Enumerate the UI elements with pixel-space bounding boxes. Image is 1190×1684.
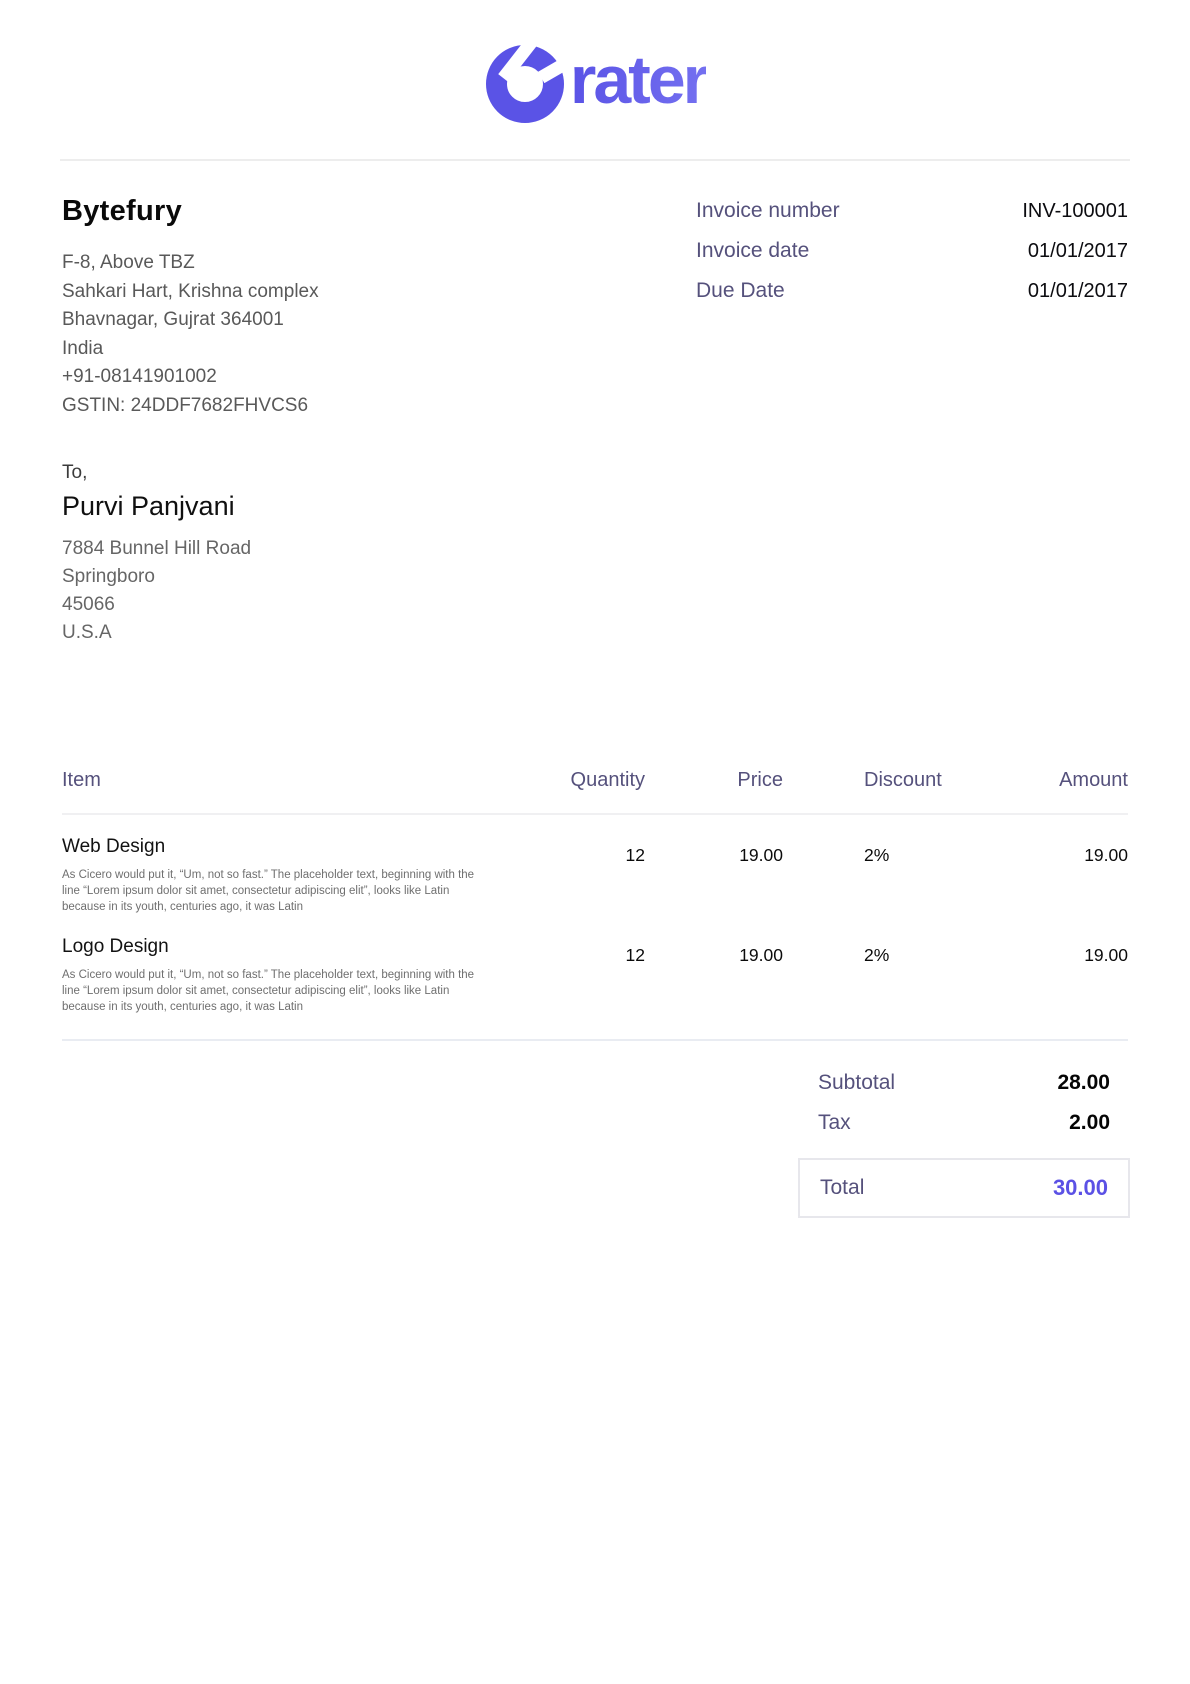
total-box: Total 30.00 [798,1158,1130,1218]
customer-address-line: Springboro [62,566,155,587]
logo-wordmark: rater [569,42,709,118]
header-divider [60,159,1130,161]
subtotal-value: 28.00 [1057,1071,1110,1094]
item-price: 19.00 [739,945,783,965]
invoice-meta-block: Invoice number INV-100001 Invoice date 0… [696,195,1128,420]
company-name: Bytefury [62,195,183,227]
item-amount: 19.00 [1084,945,1128,965]
customer-name: Purvi Panjvani [62,491,235,521]
tax-value: 2.00 [1069,1111,1110,1134]
company-address-line: Bhavnagar, Gujrat 364001 [62,309,284,330]
info-section: Bytefury F-8, Above TBZ Sahkari Hart, Kr… [0,161,1190,420]
item-discount: 2% [864,945,890,965]
item-quantity: 12 [625,945,645,965]
header-item: Item [62,769,101,791]
due-date-label: Due Date [696,279,785,302]
header-discount: Discount [864,769,942,791]
tax-label: Tax [818,1111,851,1134]
table-row: Web Design As Cicero would put it, “Um, … [62,836,1128,915]
item-description: As Cicero would put it, “Um, not so fast… [62,969,475,1013]
total-value: 30.00 [1052,1175,1108,1200]
table-bottom-divider [62,1039,1128,1041]
company-gstin: GSTIN: 24DDF7682FHVCS6 [62,394,309,416]
invoice-number-value: INV-100001 [1022,200,1128,222]
company-phone: +91-08141901002 [62,366,217,387]
company-address: F-8, Above TBZ Sahkari Hart, Krishna com… [62,249,319,420]
item-amount: 19.00 [1084,845,1128,865]
invoice-date-value: 01/01/2017 [1027,240,1128,262]
item-discount: 2% [864,845,890,865]
invoice-date-row: Invoice date 01/01/2017 [696,239,1128,263]
invoice-date-label: Invoice date [696,239,810,262]
item-price: 19.00 [739,845,783,865]
table-row: Logo Design As Cicero would put it, “Um,… [62,936,1128,1015]
item-cell: Logo Design As Cicero would put it, “Um,… [62,936,500,1015]
items-table-header: Item Quantity Price Discount Amount [62,769,1128,815]
crater-c-icon [484,37,572,125]
customer-address: 7884 Bunnel Hill Road Springboro 45066 U… [62,535,1128,647]
crater-logo: rater [484,37,709,125]
bill-to-block: To, Purvi Panjvani 7884 Bunnel Hill Road… [0,462,1190,647]
item-name: Web Design [62,836,166,857]
to-label: To, [62,462,88,483]
customer-address-line: 7884 Bunnel Hill Road [62,538,252,559]
item-name: Logo Design [62,936,169,957]
items-table: Item Quantity Price Discount Amount Web … [0,769,1190,1015]
company-address-line: Sahkari Hart, Krishna complex [62,280,319,302]
header-amount: Amount [1059,769,1128,791]
invoice-number-row: Invoice number INV-100001 [696,199,1128,223]
header-price: Price [737,769,783,791]
item-cell: Web Design As Cicero would put it, “Um, … [62,836,500,915]
totals-block: Subtotal 28.00 Tax 2.00 Total 30.00 [798,1071,1130,1218]
customer-address-line: 45066 [62,594,115,615]
subtotal-label: Subtotal [818,1071,896,1094]
company-address-line: India [62,337,104,359]
company-address-line: F-8, Above TBZ [62,252,195,273]
item-description: As Cicero would put it, “Um, not so fast… [62,869,475,913]
due-date-row: Due Date 01/01/2017 [696,279,1128,303]
company-block: Bytefury F-8, Above TBZ Sahkari Hart, Kr… [62,195,319,420]
header-quantity: Quantity [570,769,645,791]
customer-address-line: U.S.A [62,622,112,643]
total-label: Total [820,1176,865,1199]
item-quantity: 12 [625,845,645,865]
due-date-value: 01/01/2017 [1027,280,1128,302]
logo-container: rater [0,0,1190,126]
subtotal-row: Subtotal 28.00 [798,1071,1130,1095]
invoice-number-label: Invoice number [696,199,840,222]
tax-row: Tax 2.00 [798,1111,1130,1135]
